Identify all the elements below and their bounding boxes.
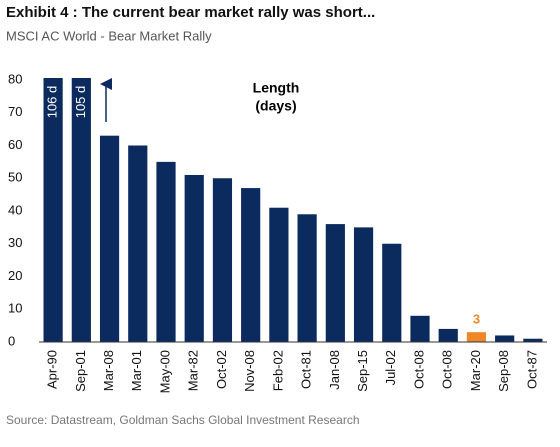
value-label: 3 bbox=[473, 312, 480, 327]
value-label: 105 d bbox=[73, 86, 88, 119]
x-tick-label: Oct-81 bbox=[299, 350, 314, 389]
bar bbox=[269, 207, 289, 342]
bar bbox=[382, 243, 402, 342]
y-tick-label: 80 bbox=[8, 71, 22, 86]
x-tick-label: Feb-02 bbox=[270, 350, 285, 391]
x-tick-label: Jan-08 bbox=[327, 350, 342, 390]
x-tick-label: May-00 bbox=[157, 350, 172, 393]
x-tick-label: Sep-08 bbox=[496, 350, 511, 392]
bar bbox=[184, 174, 204, 342]
x-tick-label: Mar-08 bbox=[101, 350, 116, 391]
annotation: (days) bbox=[255, 98, 296, 114]
bar bbox=[241, 188, 261, 342]
bar bbox=[438, 328, 458, 342]
bar bbox=[212, 178, 233, 342]
y-tick-label: 30 bbox=[8, 235, 22, 250]
bar bbox=[353, 227, 374, 342]
x-tick-label: Mar-82 bbox=[186, 350, 201, 391]
x-tick-label: Oct-02 bbox=[214, 350, 229, 389]
bar bbox=[71, 78, 91, 342]
bar bbox=[156, 161, 176, 342]
y-tick-label: 70 bbox=[8, 104, 22, 119]
bar bbox=[128, 145, 148, 342]
source: Source: Datastream, Goldman Sachs Global… bbox=[6, 413, 360, 427]
bar bbox=[325, 224, 345, 342]
chart-subtitle: MSCI AC World - Bear Market Rally bbox=[6, 28, 212, 43]
value-label: 106 d bbox=[45, 86, 60, 119]
bar bbox=[523, 338, 543, 342]
x-tick-label: Jul-02 bbox=[383, 350, 398, 385]
x-tick-label: Mar-20 bbox=[468, 350, 483, 391]
x-tick-label: Mar-01 bbox=[129, 350, 144, 391]
x-tick-label: Sep-15 bbox=[355, 350, 370, 392]
bar bbox=[410, 315, 430, 342]
x-tick-label: Oct-87 bbox=[524, 350, 539, 389]
y-tick-label: 10 bbox=[8, 301, 22, 316]
bar bbox=[43, 78, 63, 342]
x-tick-label: Oct-08 bbox=[440, 350, 455, 389]
y-tick-label: 0 bbox=[8, 333, 15, 348]
y-tick-label: 20 bbox=[8, 268, 22, 283]
x-tick-label: Apr-90 bbox=[45, 350, 60, 389]
x-tick-label: Sep-01 bbox=[73, 350, 88, 392]
bar bbox=[466, 332, 487, 342]
y-tick-label: 60 bbox=[8, 137, 22, 152]
y-tick-label: 40 bbox=[8, 202, 22, 217]
bars bbox=[43, 78, 543, 342]
bar bbox=[297, 214, 317, 342]
bar bbox=[495, 335, 515, 342]
x-tick-label: Oct-08 bbox=[411, 350, 426, 389]
x-tick-label: Nov-08 bbox=[242, 350, 257, 392]
annotation: Length bbox=[253, 80, 300, 96]
y-tick-label: 50 bbox=[8, 170, 22, 185]
chart-title: Exhibit 4 : The current bear market rall… bbox=[6, 4, 375, 21]
bar bbox=[99, 135, 120, 342]
